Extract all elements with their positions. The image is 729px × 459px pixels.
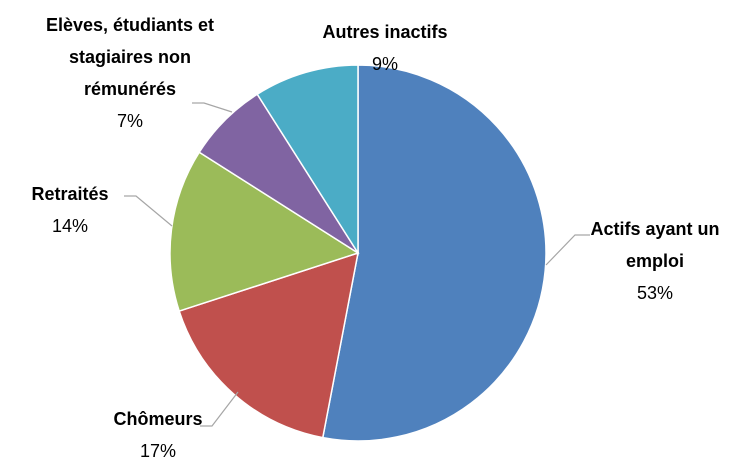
- pie-slice: [178, 251, 359, 439]
- slice-label: Actifs ayant un emploi 53%: [585, 213, 725, 309]
- category-label: Retraités: [31, 184, 109, 204]
- slice-label: Autres inactifs 9%: [285, 16, 485, 80]
- value-label: 9%: [371, 54, 398, 74]
- slice-label: Chômeurs 17%: [83, 403, 233, 459]
- value-label: 53%: [636, 283, 674, 303]
- leader-line: [200, 391, 239, 427]
- leader-line: [124, 195, 173, 227]
- value-label: 17%: [139, 441, 177, 459]
- value-label: 14%: [51, 216, 89, 236]
- slice-label: Retraités 14%: [0, 178, 140, 242]
- pie-slice: [321, 64, 547, 442]
- category-label: Autres inactifs: [322, 22, 448, 42]
- slice-label: Elèves, étudiants et stagiaires non rému…: [23, 9, 238, 137]
- leader-line: [192, 102, 233, 113]
- category-label: Elèves, étudiants et stagiaires non rému…: [45, 15, 215, 99]
- category-label: Chômeurs: [113, 409, 203, 429]
- value-label: 7%: [116, 111, 143, 131]
- category-label: Actifs ayant un emploi: [590, 219, 720, 271]
- leader-line: [545, 234, 590, 266]
- pie-slice: [169, 151, 360, 313]
- pie-slice: [256, 64, 359, 256]
